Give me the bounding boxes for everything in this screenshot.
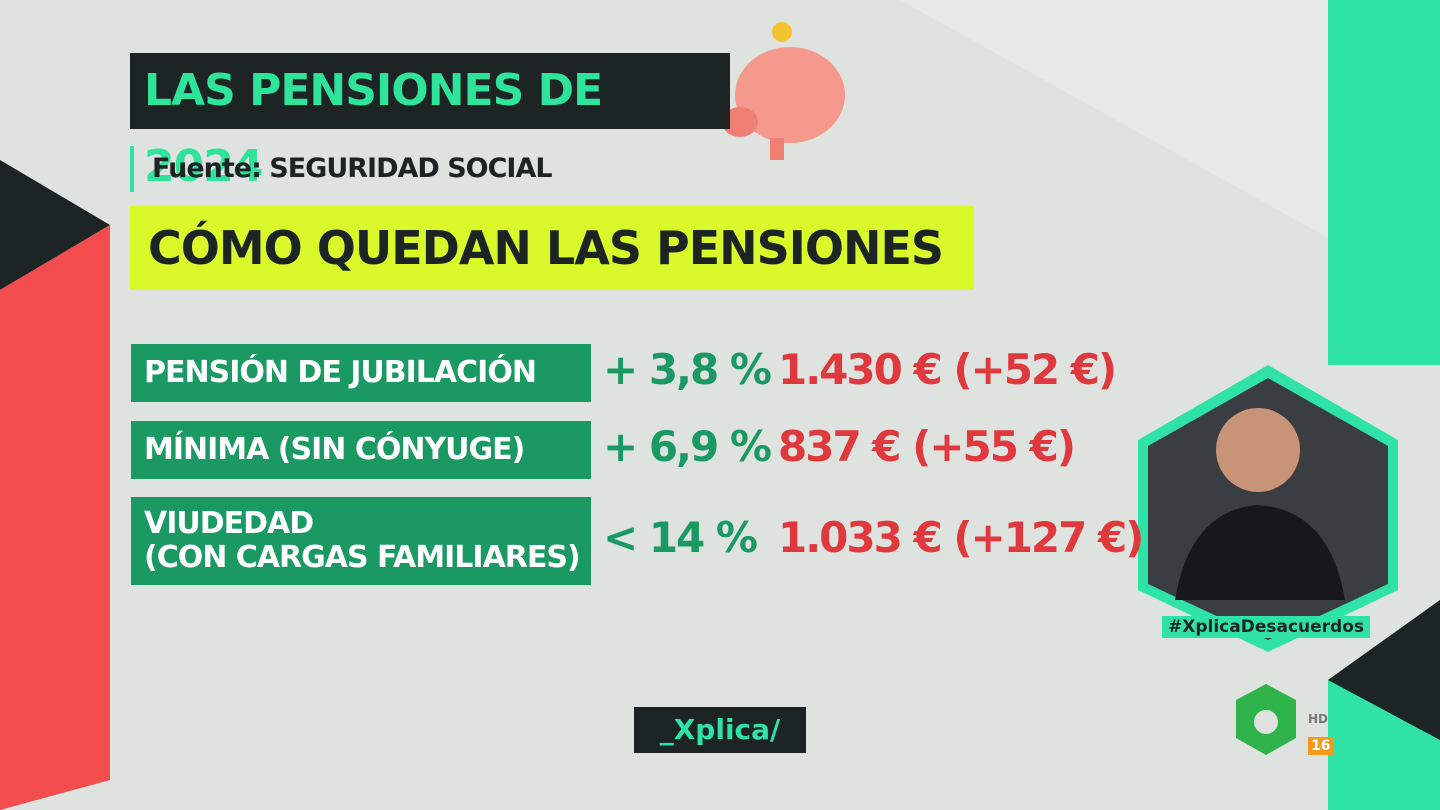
label-line: MÍNIMA (SIN CÓNYUGE) [144, 432, 525, 467]
hashtag: #XplicaDesacuerdos [1162, 616, 1371, 638]
row-label: PENSIÓN DE JUBILACIÓN [131, 344, 591, 402]
row-change: < 14 % [603, 513, 758, 562]
piggy-bank [722, 22, 845, 160]
title: LAS PENSIONES DE 2024 [130, 53, 730, 192]
label-line: PENSIÓN DE JUBILACIÓN [144, 355, 537, 390]
row-change: + 3,8 % [603, 345, 772, 394]
row-amount: 1.430 € (+52 €) [778, 345, 1117, 394]
program-logo: _Xplica/ [634, 707, 806, 753]
row-change: + 6,9 % [603, 422, 772, 471]
label-line: (CON CARGAS FAMILIARES) [144, 540, 581, 575]
age-rating: 16 [1308, 737, 1334, 755]
row-label: MÍNIMA (SIN CÓNYUGE) [131, 421, 591, 479]
channel-logo [1236, 684, 1296, 755]
subtitle: CÓMO QUEDAN LAS PENSIONES [130, 206, 974, 290]
row-amount: 837 € (+55 €) [778, 422, 1076, 471]
label-line: VIUDEDAD [144, 506, 314, 541]
hd-badge: HD [1308, 712, 1329, 726]
source: Fuente: SEGURIDAD SOCIAL [130, 146, 553, 192]
row-amount: 1.033 € (+127 €) [778, 513, 1144, 562]
row-label: VIUDEDAD (CON CARGAS FAMILIARES) [131, 497, 591, 585]
